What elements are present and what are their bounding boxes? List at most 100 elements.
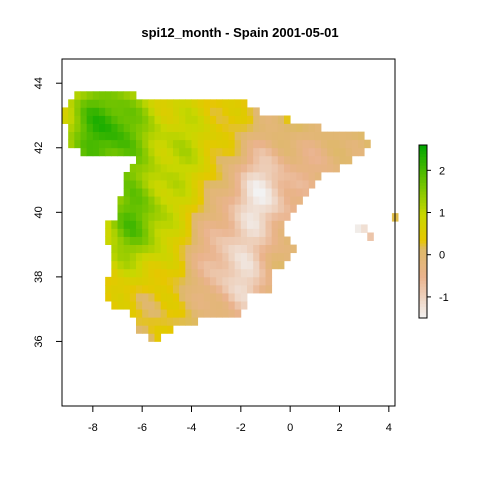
raster-cell xyxy=(210,163,217,173)
raster-cell xyxy=(129,244,137,254)
raster-cell xyxy=(160,236,168,245)
raster-cell xyxy=(129,293,137,302)
raster-cell xyxy=(142,204,149,213)
raster-cell xyxy=(247,139,254,149)
raster-cell xyxy=(129,107,137,116)
raster-cell xyxy=(160,276,168,286)
raster-cell xyxy=(111,99,118,108)
raster-cell xyxy=(136,123,143,133)
raster-cell xyxy=(173,163,180,173)
raster-cell xyxy=(111,107,118,116)
raster-cell xyxy=(173,236,180,245)
raster-cell xyxy=(234,293,242,302)
y-tick-label: 42 xyxy=(33,142,45,154)
raster-cell xyxy=(80,91,88,100)
raster-cell xyxy=(265,212,273,221)
raster-cell xyxy=(142,139,149,149)
raster-cell xyxy=(129,260,137,270)
raster-cell xyxy=(136,268,143,278)
raster-cell xyxy=(197,171,205,181)
raster-cell xyxy=(259,131,266,141)
raster-cell xyxy=(173,204,180,213)
raster-cell xyxy=(364,139,371,149)
raster-cell xyxy=(259,115,266,124)
raster-cell xyxy=(259,196,266,205)
raster-cell xyxy=(117,147,125,157)
raster-cell xyxy=(160,123,168,133)
raster-cell xyxy=(203,236,211,245)
raster-cell xyxy=(129,220,137,229)
raster-cell xyxy=(321,163,328,173)
raster-cell xyxy=(203,163,211,173)
raster-cell xyxy=(142,284,149,294)
raster-cell xyxy=(302,147,310,157)
raster-cell xyxy=(228,309,236,318)
raster-cell xyxy=(185,252,192,262)
raster-cell xyxy=(185,301,192,310)
x-tick-label: 2 xyxy=(336,422,342,434)
raster-cell xyxy=(265,204,273,213)
raster-cell xyxy=(142,99,149,108)
raster-cell xyxy=(222,309,229,318)
raster-cell xyxy=(154,309,162,318)
x-tick-label: 0 xyxy=(287,422,293,434)
raster-cell xyxy=(253,180,260,189)
raster-cell xyxy=(228,123,236,133)
legend-segment xyxy=(419,303,427,307)
legend-segment xyxy=(419,237,427,241)
raster-cell xyxy=(247,284,254,294)
raster-cell xyxy=(234,139,242,149)
raster-cell xyxy=(228,236,236,245)
raster-cell xyxy=(142,220,149,229)
raster-cell xyxy=(265,115,273,124)
raster-cell xyxy=(210,204,217,213)
raster-cell xyxy=(74,107,81,116)
raster-cell xyxy=(240,107,248,116)
raster-cell xyxy=(216,268,223,278)
raster-cell xyxy=(148,301,155,310)
raster-cell xyxy=(136,309,143,318)
raster-cell xyxy=(160,171,168,181)
raster-cell xyxy=(265,171,273,181)
raster-cell xyxy=(240,212,248,221)
raster-cell xyxy=(247,107,254,116)
raster-cell xyxy=(210,244,217,254)
raster-cell xyxy=(290,163,297,173)
raster-cell xyxy=(154,163,162,173)
legend-tick-label: 1 xyxy=(439,208,445,220)
raster-cell xyxy=(222,131,229,141)
x-tick-label: -6 xyxy=(137,422,147,434)
raster-cell xyxy=(123,99,131,108)
raster-cell xyxy=(142,276,149,286)
raster-cell xyxy=(210,284,217,294)
raster-cell xyxy=(240,139,248,149)
raster-cell xyxy=(99,147,106,157)
raster-cell xyxy=(234,276,242,286)
raster-cell xyxy=(284,163,291,173)
raster-cell xyxy=(253,139,260,149)
legend-segment xyxy=(419,182,427,186)
raster-cell xyxy=(185,220,192,229)
raster-cell xyxy=(228,252,236,262)
raster-cell xyxy=(302,188,310,197)
raster-cell xyxy=(203,196,211,205)
raster-cell xyxy=(117,268,125,278)
raster-cell xyxy=(351,147,359,157)
raster-cell xyxy=(210,293,217,302)
raster-cell xyxy=(86,123,94,133)
raster-cell xyxy=(247,115,254,124)
raster-cell xyxy=(216,220,223,229)
raster-cell xyxy=(210,220,217,229)
raster-cell xyxy=(228,147,236,157)
raster-cell xyxy=(216,309,223,318)
raster-cell xyxy=(354,224,362,233)
raster-cell xyxy=(179,317,186,326)
raster-cell xyxy=(222,204,229,213)
raster-cell xyxy=(154,220,162,229)
raster-cell xyxy=(68,107,75,116)
raster-cell xyxy=(129,171,137,181)
raster-cell xyxy=(111,293,118,302)
raster-cell xyxy=(142,131,149,141)
raster-cell xyxy=(234,99,242,108)
x-tick-label: -2 xyxy=(236,422,246,434)
